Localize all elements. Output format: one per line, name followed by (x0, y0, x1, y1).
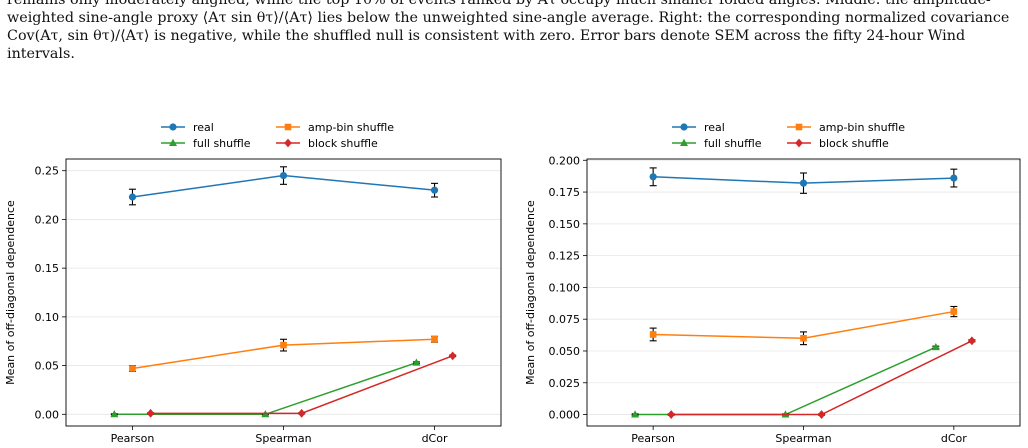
series-line (114, 361, 417, 416)
series-block-shuffle (146, 351, 457, 418)
y-tick-label: 0.075 (549, 313, 581, 326)
data-point (950, 174, 958, 182)
legend-label: full shuffle (193, 137, 251, 150)
legend-label: block shuffle (819, 137, 889, 150)
y-tick-label: 0.00 (35, 408, 60, 421)
right-chart: 0.000 0.025 0.050 0.075 0.100 0.125 0.150 0.175… (524, 121, 1021, 445)
data-point (799, 179, 808, 187)
x-tick-label: Pearson (631, 432, 675, 445)
data-point (431, 335, 438, 343)
caption-line: weighted sine-angle proxy ⟨Aτ sin θτ⟩/⟨A… (7, 10, 1010, 26)
data-point (280, 341, 287, 349)
data-point (631, 410, 640, 418)
figure-caption: remains only moderately aligned, while t… (7, 0, 1021, 63)
legend-marker (284, 138, 292, 148)
data-point (448, 351, 457, 361)
data-point (412, 358, 421, 366)
legend: real amp-bin shuffle full shuffle block shu… (161, 121, 394, 150)
y-tick-label: 0.100 (549, 281, 581, 294)
series-line (150, 355, 453, 415)
data-point (667, 410, 675, 419)
legend: real amp-bin shuffle full shuffle block shu… (672, 121, 905, 150)
data-point (931, 342, 940, 351)
series-real (649, 167, 958, 194)
legend-marker (795, 123, 803, 131)
y-tick-label: 0.050 (549, 345, 581, 358)
y-tick-label: 0.05 (35, 360, 60, 373)
legend-marker (795, 138, 803, 148)
x-tick-label: dCor (422, 432, 448, 445)
data-point (146, 408, 155, 418)
data-point (817, 410, 826, 419)
series-full-shuffle (110, 358, 421, 418)
y-tick-label: 0.025 (549, 377, 581, 390)
legend-marker (680, 123, 688, 131)
legend-marker (680, 138, 688, 146)
y-tick-label: 0.10 (35, 311, 60, 324)
legend-marker (284, 123, 292, 131)
left-chart: 0.00 0.05 0.10 0.15 0.20 0.25 Pearson Spearman d… (4, 121, 502, 445)
plot-frame (586, 158, 1021, 427)
y-tick-label: 0.000 (549, 409, 581, 422)
legend-marker (169, 138, 177, 146)
caption-line: remains only moderately aligned, while t… (7, 0, 991, 8)
caption-line: intervals. (7, 46, 75, 62)
legend-label: real (193, 121, 214, 134)
data-point (129, 365, 136, 372)
y-tick-label: 0.175 (549, 186, 581, 199)
data-point (128, 193, 137, 201)
data-point (110, 410, 119, 418)
data-point (950, 308, 958, 315)
data-point (968, 336, 976, 346)
series-amp-bin-shuffle (649, 305, 958, 346)
data-point (430, 186, 439, 194)
data-point (649, 173, 657, 181)
y-tick-label: 0.125 (549, 250, 581, 263)
x-tick-label: Spearman (255, 432, 311, 445)
legend-label: amp-bin shuffle (308, 121, 394, 134)
series-full-shuffle (631, 342, 940, 418)
x-tick-label: Spearman (775, 432, 831, 445)
series-real (128, 166, 439, 206)
y-axis-label: Mean of off-diagonal dependence (524, 200, 537, 385)
x-tick-label: dCor (941, 432, 967, 445)
data-point (297, 408, 306, 418)
y-tick-label: 0.15 (35, 262, 60, 275)
y-tick-label: 0.200 (549, 154, 581, 167)
legend-label: block shuffle (308, 137, 378, 150)
caption-line: Cov(Aτ, sin θτ)/⟨Aτ⟩ is negative, while … (7, 28, 966, 44)
data-point (800, 334, 807, 342)
legend-marker (169, 123, 177, 131)
legend-label: real (704, 121, 725, 134)
y-tick-label: 0.20 (35, 213, 60, 226)
legend-label: amp-bin shuffle (819, 121, 905, 134)
series-block-shuffle (667, 336, 976, 419)
y-tick-label: 0.25 (35, 165, 60, 178)
x-tick-label: Pearson (111, 432, 155, 445)
legend-label: full shuffle (704, 137, 762, 150)
y-tick-label: 0.150 (549, 218, 581, 231)
y-axis-label: Mean of off-diagonal dependence (4, 200, 17, 385)
data-point (649, 331, 657, 338)
series-amp-bin-shuffle (128, 335, 439, 372)
data-point (279, 171, 288, 180)
